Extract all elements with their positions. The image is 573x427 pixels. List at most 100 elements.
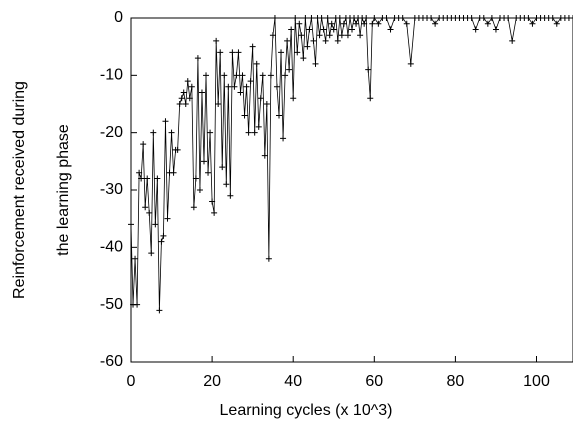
x-tick-label: 60 [365, 373, 383, 390]
data-marker [383, 15, 390, 21]
data-marker [190, 204, 197, 211]
data-marker [150, 129, 157, 136]
data-marker [219, 164, 226, 171]
data-marker [142, 204, 149, 211]
data-marker [344, 32, 351, 39]
data-marker [154, 175, 161, 182]
data-marker [134, 301, 141, 308]
data-marker [247, 78, 254, 85]
data-marker [488, 15, 495, 21]
data-marker [237, 89, 244, 96]
data-marker [328, 20, 335, 27]
data-marker [336, 15, 343, 21]
data-marker [164, 215, 171, 222]
data-marker [255, 123, 262, 130]
data-marker [223, 181, 230, 188]
data-marker [227, 192, 234, 199]
y-tick-label: 0 [114, 9, 123, 26]
data-marker [294, 49, 301, 56]
y-tick-label: -20 [100, 124, 123, 141]
data-marker [196, 187, 203, 193]
data-marker [213, 37, 220, 44]
data-marker [280, 135, 287, 142]
data-marker [231, 83, 238, 90]
data-marker [375, 20, 382, 27]
data-marker [284, 37, 291, 44]
data-marker [302, 15, 309, 21]
data-marker [310, 37, 317, 44]
data-marker [217, 49, 224, 56]
x-tick-label: 0 [127, 373, 136, 390]
data-marker [182, 101, 189, 107]
data-marker [162, 118, 169, 125]
data-marker [235, 49, 242, 56]
data-marker [553, 20, 560, 27]
data-marker [271, 15, 278, 21]
data-marker [200, 158, 207, 165]
data-marker [349, 26, 355, 33]
x-tick-label: 100 [523, 373, 550, 390]
data-marker [298, 32, 305, 39]
data-marker [363, 15, 370, 21]
data-marker [136, 169, 143, 176]
data-marker [480, 15, 487, 21]
data-marker [338, 32, 345, 39]
data-marker [357, 32, 364, 39]
data-marker [322, 37, 329, 44]
data-marker [209, 198, 216, 205]
y-tick-label: -40 [100, 239, 123, 256]
data-marker [245, 129, 252, 136]
data-marker [505, 15, 512, 21]
data-marker [353, 20, 360, 27]
data-marker [399, 15, 406, 21]
data-marker [239, 72, 246, 79]
data-marker [308, 15, 315, 21]
data-marker [371, 15, 378, 21]
data-marker [192, 175, 199, 182]
data-marker [211, 209, 218, 216]
data-marker [549, 15, 556, 21]
data-marker [261, 152, 268, 159]
data-marker [304, 43, 311, 50]
data-marker [484, 20, 491, 27]
data-marker [144, 175, 151, 182]
data-marker [529, 20, 536, 27]
data-marker [312, 60, 319, 67]
data-marker [472, 26, 479, 33]
data-marker [334, 37, 341, 44]
data-marker [174, 146, 181, 153]
data-marker [428, 15, 435, 21]
x-tick-label: 20 [203, 373, 221, 390]
data-marker [156, 307, 163, 314]
x-axis-label: Learning cycles (x 10^3) [220, 402, 393, 419]
data-marker [243, 83, 250, 90]
y-tick-label: -60 [100, 353, 123, 370]
data-marker [525, 15, 532, 21]
data-marker [140, 141, 147, 148]
data-marker [170, 169, 177, 176]
data-marker [229, 49, 236, 56]
data-marker [263, 101, 270, 107]
data-marker [324, 15, 331, 21]
data-marker [257, 95, 264, 102]
data-marker [300, 55, 307, 62]
y-tick-label: -30 [100, 181, 123, 198]
data-marker [184, 78, 191, 85]
data-marker [148, 250, 155, 257]
data-marker [361, 20, 368, 27]
y-tick-label: -50 [100, 296, 123, 313]
data-marker [188, 83, 195, 90]
x-tick-label: 40 [284, 373, 302, 390]
data-marker [320, 26, 327, 33]
data-marker [330, 26, 337, 33]
data-marker [265, 255, 272, 262]
data-marker [186, 95, 193, 102]
data-marker [267, 72, 274, 79]
data-marker [253, 60, 260, 67]
data-marker [570, 15, 573, 21]
data-marker [367, 95, 374, 102]
data-marker [241, 112, 248, 119]
data-marker [146, 209, 153, 216]
data-marker [407, 60, 414, 67]
